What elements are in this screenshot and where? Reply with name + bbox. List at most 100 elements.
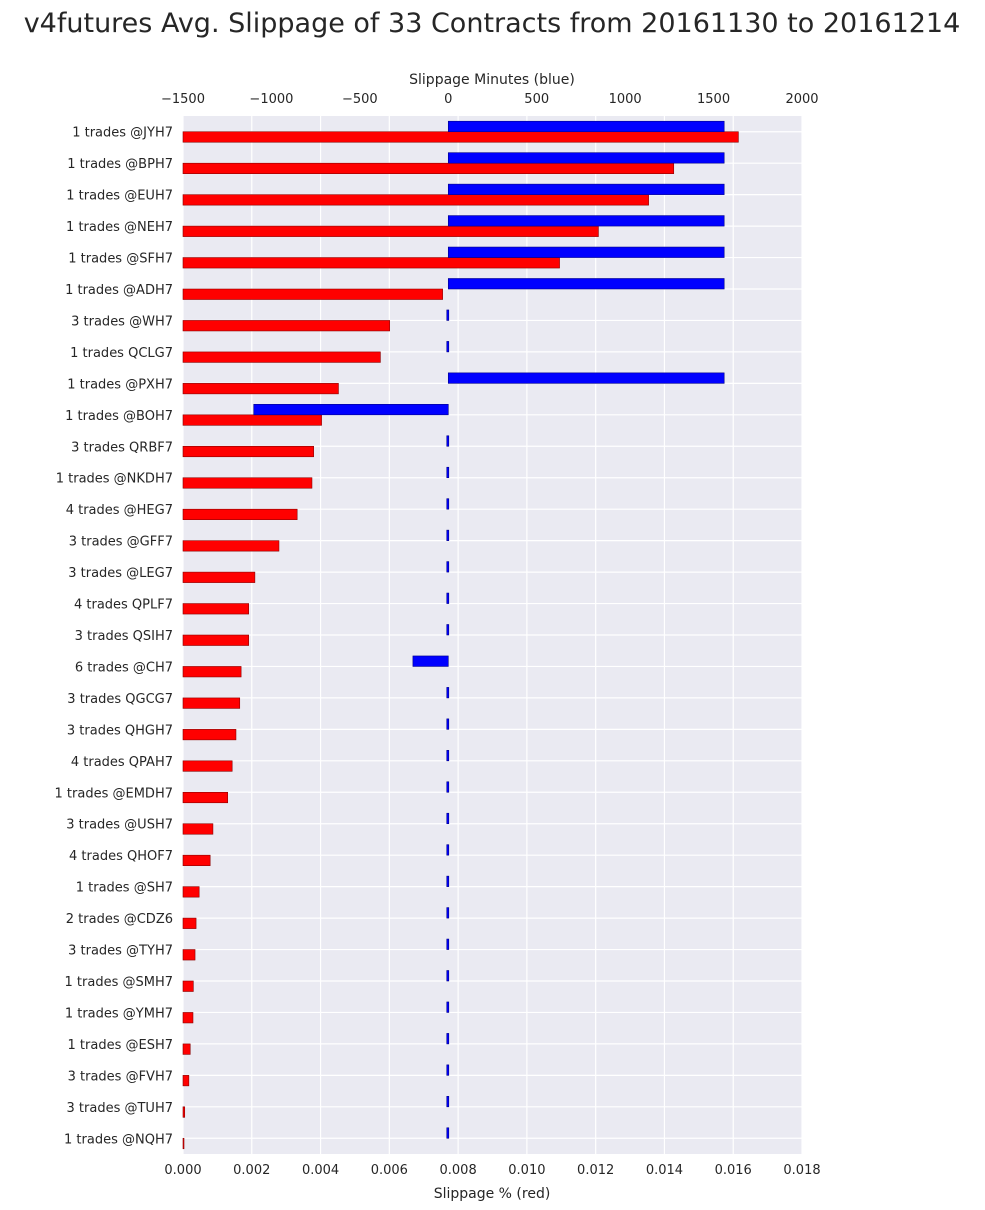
category-label: 1 trades @BOH7 bbox=[65, 409, 173, 424]
bar-slippage-minutes bbox=[253, 404, 449, 416]
bar-slippage-minutes bbox=[446, 561, 450, 573]
category-label: 3 trades QGCG7 bbox=[67, 692, 173, 707]
top-tick-label: 500 bbox=[524, 92, 549, 107]
category-label: 1 trades @SMH7 bbox=[65, 975, 173, 990]
top-axis-ticks: −1500 −1000 −500 0 500 1000 1500 2000 bbox=[161, 92, 819, 107]
bar-slippage-minutes bbox=[446, 1096, 450, 1108]
bar-slippage-pct bbox=[182, 351, 381, 363]
bar-slippage-minutes bbox=[446, 1064, 450, 1076]
bar-slippage-minutes bbox=[412, 655, 449, 667]
category-label: 3 trades @WH7 bbox=[71, 314, 173, 329]
bar-slippage-pct bbox=[182, 666, 242, 678]
bar-slippage-pct bbox=[182, 949, 196, 961]
category-label: 4 trades QPAH7 bbox=[71, 755, 173, 770]
chart-title: v4futures Avg. Slippage of 33 Contracts … bbox=[24, 8, 961, 39]
bar-slippage-pct bbox=[182, 540, 280, 552]
category-label: 1 trades @SFH7 bbox=[68, 252, 173, 267]
bar-slippage-pct bbox=[182, 697, 241, 709]
bar-slippage-minutes bbox=[446, 341, 450, 353]
bar-slippage-pct bbox=[182, 603, 249, 615]
bar-slippage-pct bbox=[182, 980, 194, 992]
bar-slippage-pct bbox=[182, 508, 298, 520]
top-tick-label: 1000 bbox=[609, 92, 642, 107]
bottom-tick-label: 0.004 bbox=[302, 1163, 339, 1178]
category-label: 1 trades @ADH7 bbox=[65, 283, 173, 298]
bar-slippage-minutes bbox=[446, 466, 450, 479]
bar-slippage-minutes bbox=[446, 529, 450, 541]
bar-slippage-minutes bbox=[446, 498, 450, 510]
category-label: 1 trades @BPH7 bbox=[67, 157, 173, 172]
bar-slippage-pct bbox=[182, 320, 390, 332]
bar-slippage-pct bbox=[182, 383, 339, 395]
bar-slippage-minutes bbox=[447, 246, 725, 258]
bottom-tick-label: 0.010 bbox=[508, 1163, 545, 1178]
category-label: 1 trades @SH7 bbox=[76, 881, 173, 896]
bar-slippage-minutes bbox=[447, 372, 725, 384]
category-label: 1 trades @NKDH7 bbox=[56, 472, 173, 487]
category-label: 1 trades @NQH7 bbox=[64, 1132, 173, 1147]
category-label: 1 trades @NEH7 bbox=[66, 220, 173, 235]
top-tick-label: −1000 bbox=[249, 92, 293, 107]
category-label: 6 trades @CH7 bbox=[75, 660, 173, 675]
bar-slippage-minutes bbox=[446, 781, 450, 793]
category-label: 1 trades @EUH7 bbox=[66, 189, 173, 204]
bar-slippage-minutes bbox=[446, 907, 450, 919]
bar-slippage-minutes bbox=[446, 592, 450, 604]
bar-slippage-pct bbox=[182, 917, 197, 929]
bar-slippage-pct bbox=[182, 1075, 190, 1087]
bars bbox=[182, 120, 739, 1150]
category-label: 4 trades QPLF7 bbox=[74, 598, 173, 613]
bar-slippage-minutes bbox=[446, 970, 450, 982]
category-label: 3 trades @TYH7 bbox=[68, 944, 173, 959]
bar-slippage-minutes bbox=[446, 624, 450, 636]
bar-slippage-pct bbox=[182, 414, 322, 426]
bar-slippage-pct bbox=[182, 131, 739, 143]
bar-slippage-minutes bbox=[446, 1001, 450, 1013]
category-label: 3 trades QHGH7 bbox=[67, 723, 173, 738]
category-label: 1 trades @YMH7 bbox=[65, 1006, 173, 1021]
bar-slippage-minutes bbox=[447, 215, 725, 227]
bar-slippage-pct bbox=[182, 445, 314, 458]
bar-slippage-pct bbox=[182, 571, 256, 583]
bar-slippage-pct bbox=[182, 194, 649, 206]
category-label: 3 trades @USH7 bbox=[66, 818, 173, 833]
bottom-axis-label: Slippage % (red) bbox=[434, 1186, 551, 1202]
bottom-tick-label: 0.006 bbox=[371, 1163, 408, 1178]
bottom-tick-label: 0.002 bbox=[233, 1163, 270, 1178]
top-tick-label: 1500 bbox=[697, 92, 730, 107]
bar-slippage-minutes bbox=[446, 687, 450, 699]
bar-slippage-minutes bbox=[446, 844, 450, 856]
bottom-tick-label: 0.008 bbox=[440, 1163, 477, 1178]
bar-slippage-minutes bbox=[446, 1033, 450, 1045]
bottom-tick-label: 0.014 bbox=[646, 1163, 683, 1178]
top-axis-label: Slippage Minutes (blue) bbox=[409, 72, 575, 88]
bar-slippage-pct bbox=[182, 1106, 186, 1118]
top-tick-label: −500 bbox=[342, 92, 378, 107]
category-label: 4 trades QHOF7 bbox=[69, 849, 173, 864]
top-tick-label: −1500 bbox=[161, 92, 205, 107]
bottom-tick-label: 0.018 bbox=[783, 1163, 820, 1178]
category-label: 3 trades @GFF7 bbox=[69, 535, 173, 550]
bar-slippage-minutes bbox=[446, 812, 450, 825]
bar-slippage-pct bbox=[182, 288, 443, 300]
bar-slippage-pct bbox=[182, 225, 599, 237]
bar-slippage-minutes bbox=[446, 875, 450, 887]
bar-slippage-minutes bbox=[447, 152, 725, 164]
bar-slippage-minutes bbox=[447, 120, 725, 133]
bar-slippage-minutes bbox=[447, 183, 725, 195]
bottom-tick-label: 0.016 bbox=[715, 1163, 752, 1178]
bar-slippage-pct bbox=[182, 729, 237, 741]
bar-slippage-minutes bbox=[446, 1127, 450, 1139]
bottom-tick-label: 0.012 bbox=[577, 1163, 614, 1178]
bar-slippage-pct bbox=[182, 257, 560, 269]
bar-slippage-pct bbox=[182, 634, 249, 646]
top-tick-label: 2000 bbox=[785, 92, 818, 107]
bar-slippage-pct bbox=[182, 760, 233, 772]
top-tick-label: 0 bbox=[444, 92, 452, 107]
bar-slippage-pct bbox=[182, 854, 211, 866]
category-axis-ticks: 1 trades @JYH7 1 trades @BPH7 1 trades @EU… bbox=[55, 126, 173, 1148]
bottom-axis-ticks: 0.000 0.002 0.004 0.006 0.008 0.010 0.012 0.014… bbox=[164, 1163, 820, 1178]
bar-slippage-minutes bbox=[446, 718, 450, 730]
category-label: 2 trades @CDZ6 bbox=[66, 912, 173, 927]
